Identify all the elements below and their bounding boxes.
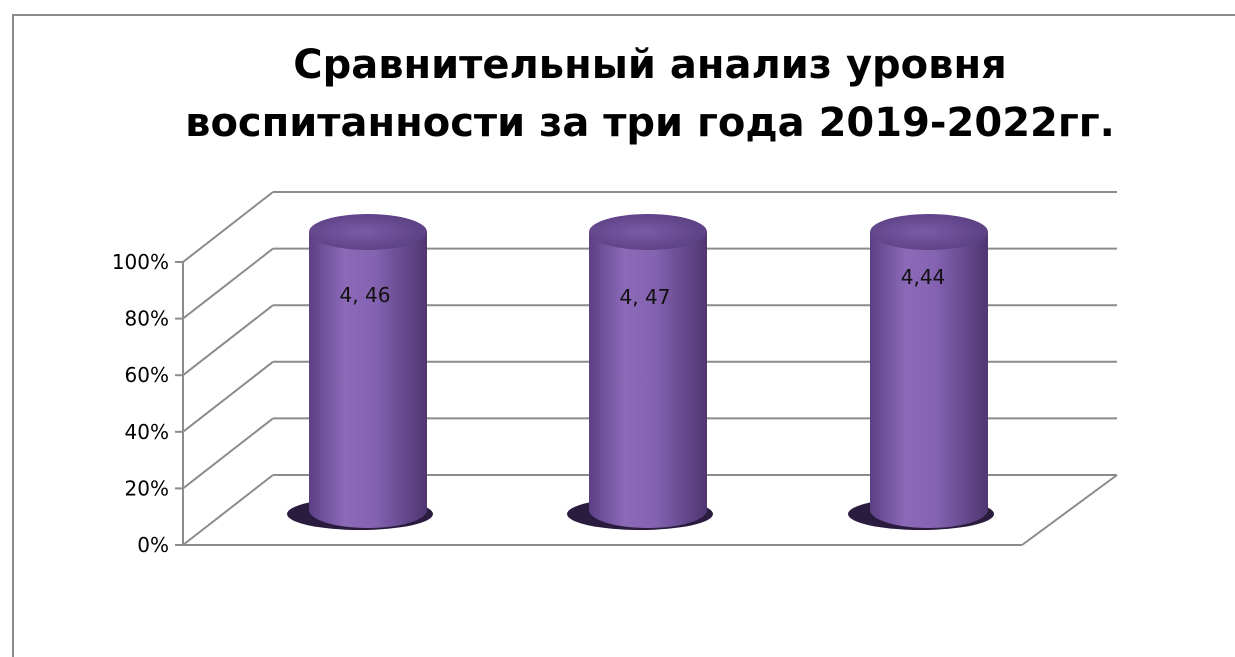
bar-body: [589, 232, 707, 528]
bar-body: [870, 232, 988, 528]
chart-title: Сравнительный анализ уровня воспитанност…: [40, 36, 1235, 152]
bar-top: [309, 214, 427, 250]
y-tick-label: 20%: [125, 476, 169, 500]
bar: 4,44: [848, 214, 994, 530]
gridline-diagonal: [182, 191, 274, 263]
chart-title-line-1: Сравнительный анализ уровня: [293, 42, 1007, 88]
y-tick-label: 100%: [112, 250, 169, 274]
gridline-diagonal: [182, 304, 274, 376]
gridline-diagonal: [182, 474, 274, 546]
bar: 4, 47: [567, 214, 713, 530]
bar-body: [309, 232, 427, 528]
data-label: 4, 47: [620, 285, 671, 309]
y-axis-ticks: 0% 20% 40% 60% 80% 100%: [112, 250, 183, 557]
y-tick-label: 0%: [137, 533, 169, 557]
gridline-diagonal: [182, 247, 274, 320]
y-tick-label: 40%: [125, 420, 169, 444]
chart-title-line-2: воспитанности за три года 2019-2022гг.: [185, 100, 1115, 146]
bar: 4, 46: [287, 214, 433, 530]
y-tick-label: 60%: [125, 363, 169, 387]
gridline-diagonal: [182, 417, 274, 490]
bar-top: [870, 214, 988, 250]
data-label: 4, 46: [340, 283, 391, 307]
floor-right-edge: [1021, 474, 1118, 546]
bars: 4, 46 4, 47 4,44: [287, 214, 994, 530]
bar-top: [589, 214, 707, 250]
gridline-diagonal: [182, 361, 274, 433]
data-label: 4,44: [901, 265, 946, 289]
y-tick-label: 80%: [125, 307, 169, 331]
